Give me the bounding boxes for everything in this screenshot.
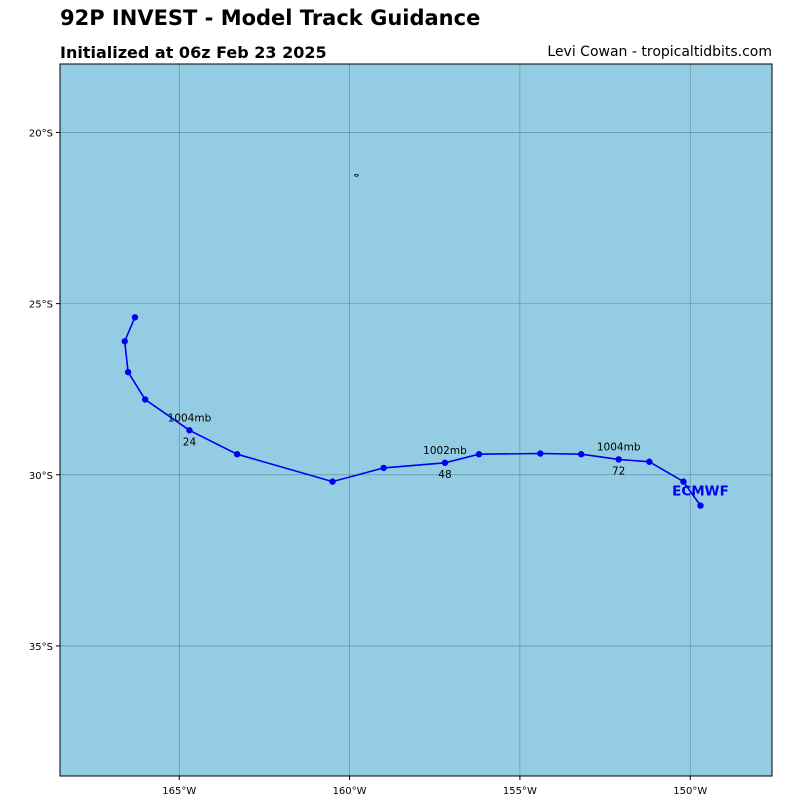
track-point <box>233 451 241 458</box>
track-point <box>615 456 622 463</box>
longitude-tick-label: 160°W <box>333 786 367 797</box>
track-point <box>131 314 139 321</box>
model-name-label: ECMWF <box>672 484 729 500</box>
model-track: 1004mb 24 1002mb 48 1004mb 72 ECMWF <box>121 314 729 509</box>
map-frame <box>59 63 773 777</box>
latitude-tick-label: 20°S <box>29 128 53 139</box>
graticule <box>60 64 772 776</box>
track-point <box>329 478 336 485</box>
islands <box>354 173 359 177</box>
latitude-tick-label: 35°S <box>29 642 53 653</box>
track-point <box>441 459 449 466</box>
pressure-label: 1004mb <box>168 412 212 424</box>
forecast-hour-label: 72 <box>612 465 625 477</box>
axis-ticks: 20°S 25°S 30°S 35°S 165°W 160°W 155°W 150°W <box>29 128 707 797</box>
track-point <box>124 368 132 376</box>
ocean-background <box>60 64 772 776</box>
forecast-hour-label: 48 <box>438 469 451 481</box>
track-point <box>186 427 193 434</box>
track-point <box>141 396 149 403</box>
init-time-subtitle: Initialized at 06z Feb 23 2025 <box>60 43 327 62</box>
pressure-label: 1002mb <box>423 445 467 457</box>
island-shape <box>354 173 359 177</box>
latitude-tick-label: 30°S <box>29 471 53 482</box>
longitude-tick-label: 150°W <box>673 786 707 797</box>
track-point <box>697 502 704 509</box>
track-point <box>121 338 128 345</box>
track-point <box>646 458 653 465</box>
track-line <box>123 316 702 507</box>
map-title: 92P INVEST - Model Track Guidance <box>60 6 481 30</box>
track-point <box>578 451 585 458</box>
longitude-tick-label: 165°W <box>162 786 196 797</box>
track-point <box>475 451 483 458</box>
latitude-tick-label: 25°S <box>29 300 53 311</box>
track-point <box>680 478 687 485</box>
longitude-tick-label: 155°W <box>503 786 537 797</box>
track-point <box>537 450 544 457</box>
track-point <box>380 464 387 472</box>
credit-label: Levi Cowan - tropicaltidbits.com <box>547 44 772 60</box>
pressure-label: 1004mb <box>597 441 641 453</box>
forecast-hour-label: 24 <box>183 436 197 448</box>
